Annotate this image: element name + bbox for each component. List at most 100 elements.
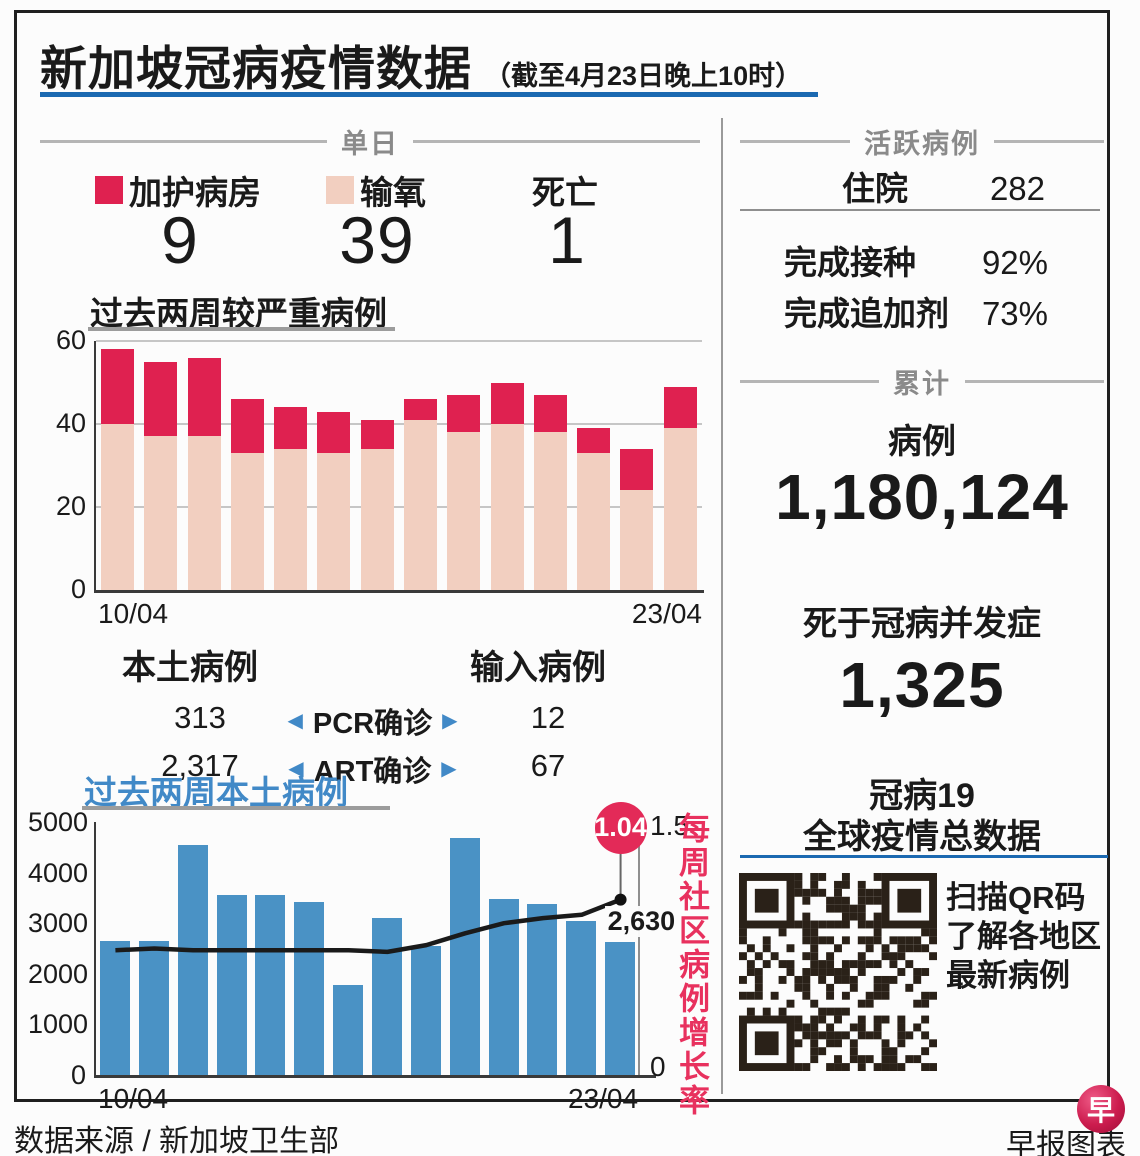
- x-tick-label: 10/04: [98, 598, 169, 629]
- x-tick-label: 10/04: [98, 1083, 169, 1114]
- icu-bar-segment: [360, 419, 394, 449]
- icu-bar-segment: [187, 357, 221, 437]
- y-tick-label: 40: [55, 408, 86, 438]
- growth-rate-line: [115, 897, 622, 955]
- icu-bar-segment: [447, 394, 481, 433]
- oxygen-bar-segment: [620, 490, 654, 590]
- oxygen-bar-segment: [404, 419, 437, 590]
- cumulative-cases-label: 病例: [888, 423, 956, 461]
- zaobao-logo: 早: [1077, 1085, 1125, 1133]
- pcr-row-label: ◀ PCR确诊 ▶: [285, 700, 460, 742]
- header-rule-left: [740, 380, 879, 383]
- severe-cases-chart: 0 20 40 60 10/04 23/04: [56, 325, 704, 629]
- local-case-bar: [294, 901, 325, 1075]
- header-rule-right: [994, 140, 1104, 143]
- icu-bar-segment: [230, 399, 264, 454]
- legend-item-oxygen: 输氧: [326, 166, 426, 214]
- y-tick-label: 4000: [28, 857, 89, 888]
- y-axis: [94, 822, 96, 1077]
- local-case-bar: [449, 838, 480, 1075]
- grid-line: [96, 340, 702, 342]
- y-tick-label: 1000: [28, 1009, 89, 1040]
- cumulative-deaths-value: 1,325: [839, 649, 1005, 721]
- local-case-bar: [100, 940, 130, 1075]
- icu-bar-segment: [144, 361, 178, 437]
- y-tick-label: 3000: [28, 908, 89, 939]
- oxygen-daily-value: 39: [339, 203, 415, 277]
- infographic-frame: [14, 10, 1110, 1102]
- local-chart-title: 过去两周本土病例: [84, 774, 348, 811]
- icu-bar-segment: [620, 448, 654, 491]
- y-tick-label: 0: [70, 1060, 86, 1090]
- local-case-bar: [605, 941, 636, 1075]
- qr-caption-line: 扫描QR码: [946, 880, 1086, 915]
- oxygen-bar-segment: [274, 448, 308, 590]
- cumulative-deaths-label: 死于冠病并发症: [803, 605, 1041, 643]
- y-tick-label: 5000: [28, 807, 89, 837]
- icu-label: 加护病房: [129, 174, 261, 211]
- hospitalized-value: 282: [989, 170, 1045, 207]
- header-rule-right: [413, 140, 700, 143]
- qr-section-title-line1: 冠病19: [869, 777, 975, 815]
- vaccinated-label: 完成接种: [784, 244, 916, 281]
- icu-bar-segment: [490, 382, 524, 424]
- qr-caption: 扫描QR码 了解各地区 最新病例: [946, 878, 1101, 995]
- y-tick-label: 2000: [28, 958, 89, 989]
- line-end-dot: [614, 893, 627, 906]
- oxygen-bar-segment: [447, 432, 481, 590]
- oxygen-bar-segment: [577, 453, 611, 590]
- hospitalized-label: 住院: [842, 170, 908, 207]
- page-title-note: （截至4月23日晚上10时）: [484, 61, 803, 91]
- left-arrow-icon: ◀: [287, 710, 303, 732]
- local-cases-header: 本土病例: [122, 649, 258, 687]
- daily-section-header: 单日: [40, 122, 700, 161]
- grid-line: [96, 506, 702, 508]
- header-rule-left: [740, 140, 850, 143]
- cumulative-section-header: 累计: [740, 362, 1104, 401]
- left-arrow-icon: ◀: [288, 758, 304, 780]
- qr-caption-line: 最新病例: [946, 958, 1070, 993]
- y-tick-label: 60: [55, 325, 86, 355]
- art-row-label: ◀ ART确诊 ▶: [285, 748, 460, 790]
- local-case-bar: [138, 940, 169, 1075]
- booster-label: 完成追加剂: [784, 295, 949, 332]
- oxygen-bar-segment: [533, 432, 567, 590]
- growth-rate-balloon: 1.04: [594, 801, 647, 854]
- page-title: 新加坡冠病疫情数据: [40, 42, 472, 95]
- oxygen-bar-segment: [663, 428, 697, 590]
- icu-bar-segment: [101, 349, 134, 424]
- oxygen-bar-segment: [360, 448, 394, 590]
- right-axis-tick-min: 0: [650, 1051, 666, 1082]
- x-axis: [94, 1075, 656, 1078]
- local-case-bar: [255, 895, 286, 1075]
- right-arrow-icon: ▶: [442, 710, 458, 732]
- right-axis-tick-max: 1.5: [650, 810, 689, 841]
- qr-section-rule: [740, 855, 1108, 858]
- imported-cases-header: 输入病例: [470, 649, 606, 687]
- booster-value: 73%: [981, 295, 1048, 332]
- local-pcr-value: 313: [174, 700, 226, 735]
- header-rule-right: [965, 380, 1104, 383]
- cumulative-header-label: 累计: [893, 369, 951, 399]
- local-case-bar: [566, 920, 597, 1075]
- qr-code: [739, 873, 937, 1071]
- zaobao-logo-char: 早: [1086, 1095, 1115, 1126]
- icu-bar-segment: [404, 399, 437, 420]
- death-daily-value: 1: [548, 203, 586, 277]
- booster-row: 完成追加剂 73%: [784, 287, 1048, 335]
- oxygen-bar-segment: [490, 424, 524, 590]
- right-arrow-icon: ▶: [441, 758, 457, 780]
- vaccinated-row: 完成接种 92%: [784, 236, 1048, 284]
- data-source: 数据来源 / 新加坡卫生部: [14, 1125, 340, 1156]
- local-art-value: 2,317: [161, 748, 239, 783]
- local-chart-title-rule: [82, 806, 390, 810]
- x-axis: [94, 590, 704, 593]
- local-case-bar: [410, 945, 441, 1075]
- y-tick-label: 20: [55, 491, 86, 521]
- y-tick-label: 0: [70, 574, 86, 604]
- growth-rate-line-layer: [115, 853, 627, 955]
- icu-bar-segment: [274, 407, 308, 449]
- active-header-label: 活跃病例: [864, 129, 980, 159]
- growth-rate-axis-label: 每周社区病例增长率: [674, 812, 709, 1118]
